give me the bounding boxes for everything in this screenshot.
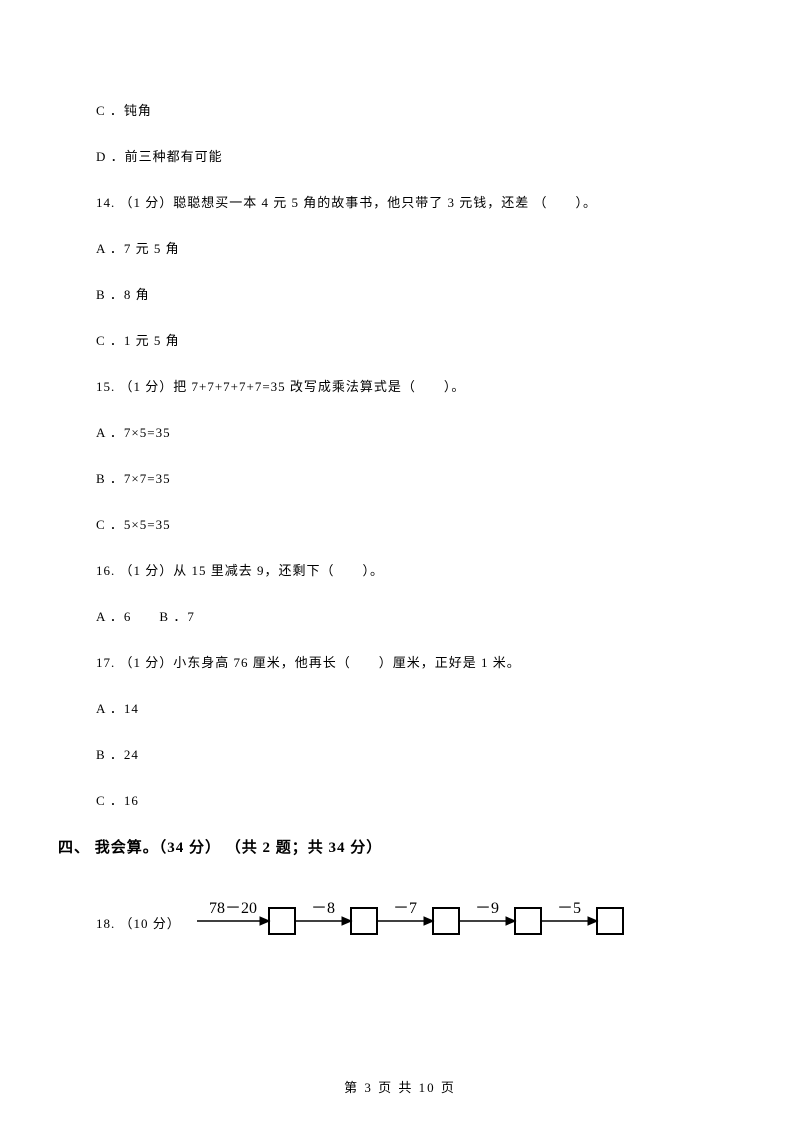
q18-chain: 78－20 －8 －7 －9 －5 xyxy=(191,883,691,954)
q17-stem: 17. （1 分）小东身高 76 厘米，他再长（ ）厘米，正好是 1 米。 xyxy=(96,652,704,671)
arithmetic-chain-diagram: 78－20 －8 －7 －9 －5 xyxy=(191,883,691,943)
page-content: C ．钝角 D ．前三种都有可能 14. （1 分）聪聪想买一本 4 元 5 角… xyxy=(0,0,800,954)
svg-text:－9: －9 xyxy=(475,900,499,917)
q15-stem: 15. （1 分）把 7+7+7+7+7=35 改写成乘法算式是（ ）。 xyxy=(96,376,704,395)
page-footer: 第 3 页 共 10 页 xyxy=(0,1077,800,1096)
q14-stem: 14. （1 分）聪聪想买一本 4 元 5 角的故事书，他只带了 3 元钱，还差… xyxy=(96,192,704,211)
q18-row: 18. （10 分） 78－20 －8 －7 －9 －5 xyxy=(96,883,704,954)
svg-text:－7: －7 xyxy=(393,900,417,917)
q18-label: 18. （10 分） xyxy=(96,913,181,954)
q15-option-b: B ．7×7=35 xyxy=(96,468,704,487)
q15-option-c: C ．5×5=35 xyxy=(96,514,704,533)
q14-option-c: C ．1 元 5 角 xyxy=(96,330,704,349)
svg-text:－5: －5 xyxy=(557,900,581,917)
q17-option-b: B ．24 xyxy=(96,744,704,763)
q13-option-d: D ．前三种都有可能 xyxy=(96,146,704,165)
q13-option-c: C ．钝角 xyxy=(96,100,704,119)
q16-stem: 16. （1 分）从 15 里减去 9，还剩下（ ）。 xyxy=(96,560,704,579)
section-4-heading: 四、 我会算。（34 分） （共 2 题；共 34 分） xyxy=(58,836,704,857)
q17-option-a: A ．14 xyxy=(96,698,704,717)
q14-option-b: B ．8 角 xyxy=(96,284,704,303)
svg-text:78－20: 78－20 xyxy=(209,900,257,917)
svg-text:－8: －8 xyxy=(311,900,335,917)
q15-option-a: A ．7×5=35 xyxy=(96,422,704,441)
q16-options-row: A ．6 B ．7 xyxy=(96,606,704,625)
q14-option-a: A ．7 元 5 角 xyxy=(96,238,704,257)
q17-option-c: C ．16 xyxy=(96,790,704,809)
